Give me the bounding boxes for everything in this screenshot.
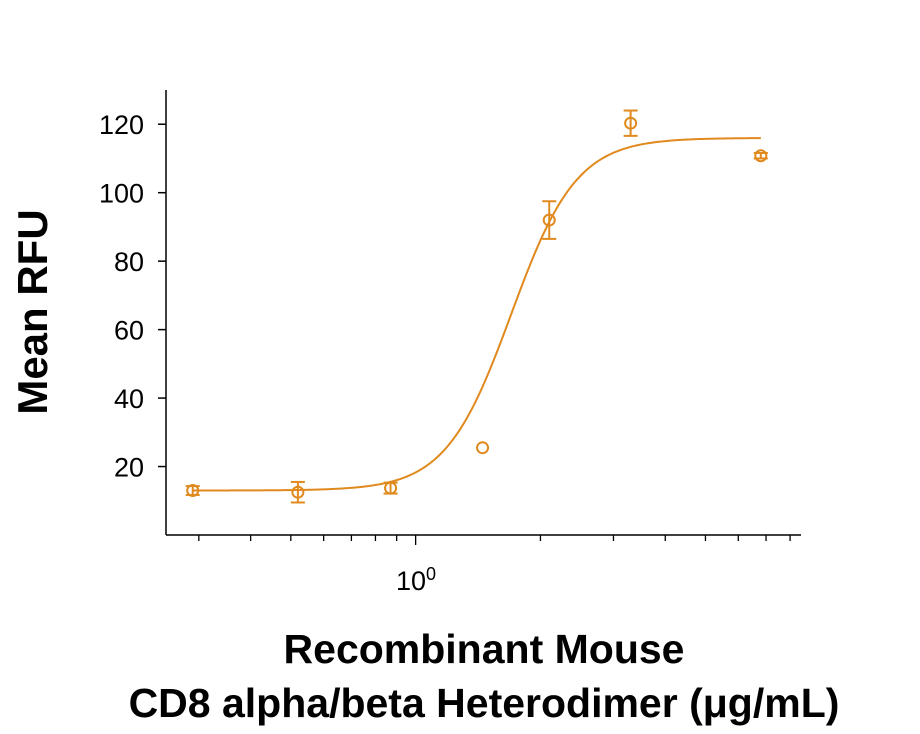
x-tick-label: 100 xyxy=(396,564,436,596)
x-axis-title-line-1: Recombinant Mouse xyxy=(284,626,685,672)
fit-curve xyxy=(192,137,761,492)
point-marker xyxy=(624,116,638,130)
data-point xyxy=(753,149,768,163)
y-tick-label: 20 xyxy=(114,453,144,483)
y-tick-label: 80 xyxy=(114,247,144,277)
y-tick-label: 120 xyxy=(99,110,144,140)
y-tick-label: 60 xyxy=(114,316,144,346)
data-point xyxy=(476,441,490,455)
point-marker xyxy=(384,481,398,495)
x-ticks xyxy=(198,535,791,545)
y-ticks: 20 40 60 80 100 120 xyxy=(99,110,166,483)
y-tick-label: 100 xyxy=(99,179,144,209)
data-point xyxy=(383,481,398,495)
point-marker xyxy=(476,441,490,455)
data-points xyxy=(185,109,768,504)
y-tick-label: 40 xyxy=(114,384,144,414)
data-point xyxy=(542,200,557,240)
point-marker xyxy=(542,213,556,227)
point-marker xyxy=(186,484,200,497)
x-tick-label-exponent: 0 xyxy=(426,564,436,584)
point-marker xyxy=(754,149,768,163)
x-axis-title-line-2: CD8 alpha/beta Heterodimer (μg/mL) xyxy=(129,680,840,726)
data-point xyxy=(290,480,305,504)
data-point xyxy=(185,484,200,497)
x-tick-label-base: 10 xyxy=(396,566,426,596)
data-point xyxy=(623,109,638,137)
point-marker xyxy=(291,485,305,499)
y-axis-title: Mean RFU xyxy=(9,209,56,414)
